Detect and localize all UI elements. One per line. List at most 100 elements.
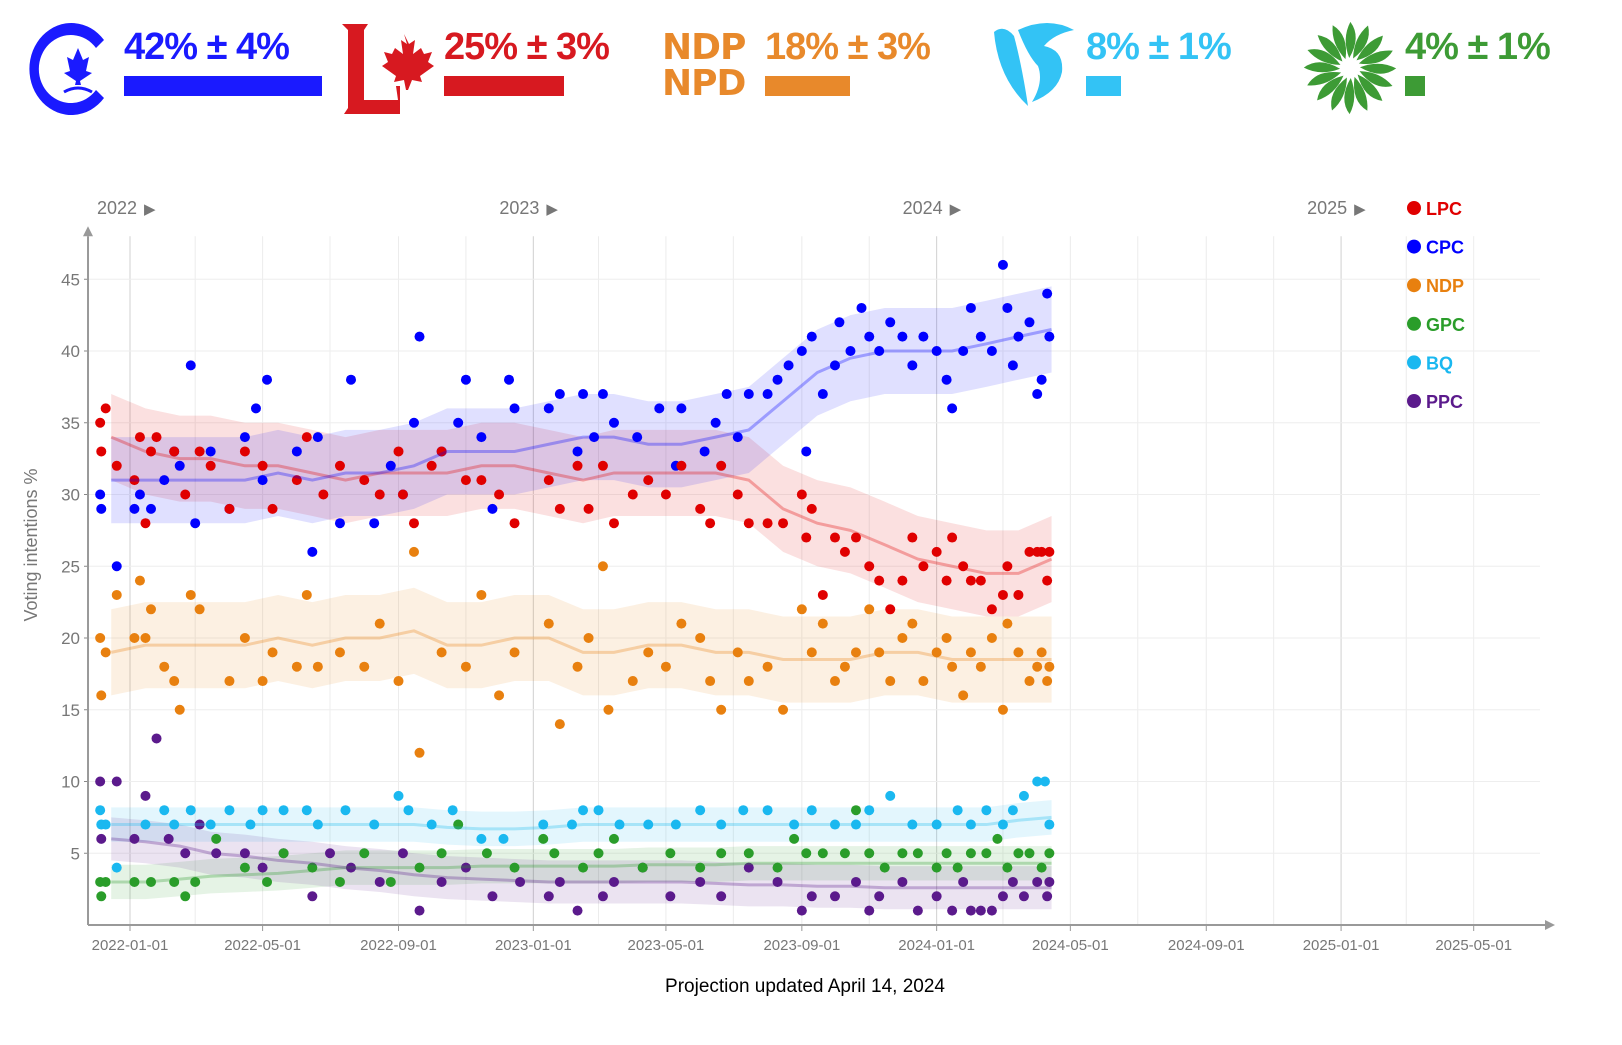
bq-poll-point bbox=[447, 805, 458, 816]
ndp-poll-point bbox=[743, 676, 754, 687]
petal-shape bbox=[1358, 50, 1393, 65]
cpc-poll-point bbox=[885, 317, 896, 328]
ppc-poll-points bbox=[95, 733, 1055, 916]
cpc-poll-point bbox=[476, 432, 487, 443]
gpc-poll-point bbox=[850, 805, 861, 816]
ppc-poll-point bbox=[515, 876, 526, 887]
ppc-poll-point bbox=[211, 848, 222, 859]
y-tick-label: 20 bbox=[61, 629, 80, 648]
lpc-poll-point bbox=[931, 546, 942, 557]
ppc-poll-point bbox=[414, 905, 425, 916]
bq-poll-point bbox=[864, 805, 875, 816]
lpc-poll-point bbox=[408, 518, 419, 529]
cpc-poll-point bbox=[1013, 331, 1024, 342]
ndp-poll-point bbox=[174, 704, 185, 715]
cpc-poll-point bbox=[806, 331, 817, 342]
bq-poll-point bbox=[907, 819, 918, 830]
cpc-poll-point bbox=[975, 331, 986, 342]
ndp-poll-point bbox=[1024, 676, 1035, 687]
cpc-poll-point bbox=[129, 503, 140, 514]
ppc-poll-point bbox=[1042, 891, 1053, 902]
ndp-poll-point bbox=[965, 647, 976, 658]
gpc-poll-point bbox=[538, 833, 549, 844]
y-tick-label: 5 bbox=[71, 844, 80, 863]
x-tick-label: 2022-05-01 bbox=[224, 937, 301, 954]
cpc-share-bar bbox=[124, 76, 322, 96]
gpc-poll-point bbox=[912, 848, 923, 859]
ppc-poll-point bbox=[163, 833, 174, 844]
gpc-poll-point bbox=[1036, 862, 1047, 873]
bq-poll-point bbox=[850, 819, 861, 830]
ppc-poll-point bbox=[180, 848, 191, 859]
ndp-confidence-band bbox=[111, 587, 1052, 703]
gpc-poll-point bbox=[307, 862, 318, 873]
cpc-poll-point bbox=[334, 518, 345, 529]
ndp-poll-point bbox=[941, 633, 952, 643]
ndp-poll-point bbox=[111, 589, 122, 600]
play-arrow-icon: ▶ bbox=[1354, 201, 1366, 218]
cpc-poll-point bbox=[743, 389, 754, 400]
lpc-poll-point bbox=[583, 503, 594, 514]
gpc-poll-point bbox=[941, 848, 952, 859]
lpc-poll-point bbox=[1036, 546, 1047, 557]
lpc-poll-point bbox=[778, 518, 789, 529]
cpc-poll-point bbox=[874, 346, 885, 356]
year-marker-label: 2023 bbox=[499, 198, 539, 218]
bq-poll-point bbox=[538, 819, 549, 830]
legend-marker-cpc bbox=[1407, 239, 1421, 254]
play-arrow-icon: ▶ bbox=[546, 201, 558, 218]
cpc-poll-point bbox=[307, 546, 318, 557]
cpc-poll-point bbox=[654, 403, 665, 414]
cpc-poll-point bbox=[856, 302, 867, 313]
lpc-poll-point bbox=[257, 460, 268, 471]
bq-poll-point bbox=[393, 790, 404, 801]
bq-poll-point bbox=[95, 805, 106, 816]
ndp-poll-point bbox=[393, 676, 404, 687]
x-tick-label: 2024-09-01 bbox=[1168, 937, 1245, 954]
lpc-poll-point bbox=[543, 475, 554, 486]
ppc-poll-point bbox=[543, 891, 554, 902]
ppc-poll-point bbox=[965, 905, 976, 916]
ppc-poll-point bbox=[487, 891, 498, 902]
lpc-poll-point bbox=[958, 561, 969, 572]
x-tick-label: 2023-01-01 bbox=[495, 937, 572, 954]
lpc-trend-line bbox=[110, 435, 1053, 575]
ppc-poll-point bbox=[897, 876, 908, 887]
lpc-poll-point bbox=[96, 446, 107, 457]
cpc-poll-point bbox=[262, 374, 273, 385]
ndp-poll-point bbox=[947, 661, 958, 672]
ndp-logo-icon: NDP NPD bbox=[662, 30, 746, 102]
gpc-poll-point bbox=[145, 876, 156, 887]
bq-poll-point bbox=[159, 805, 170, 816]
ndp-poll-point bbox=[224, 676, 235, 687]
gpc-poll-point bbox=[578, 862, 589, 873]
legend-label-lpc: LPC bbox=[1426, 199, 1462, 219]
ndp-poll-point bbox=[185, 589, 196, 600]
ndp-poll-point bbox=[129, 633, 140, 643]
cpc-poll-point bbox=[845, 346, 856, 356]
ndp-poll-point bbox=[543, 618, 554, 629]
ndp-share-value: 18% ± 3% bbox=[765, 26, 931, 68]
lpc-poll-point bbox=[1002, 561, 1013, 572]
ndp-poll-point bbox=[643, 647, 654, 658]
play-arrow-icon: ▶ bbox=[144, 201, 156, 218]
ndp-poll-point bbox=[169, 676, 180, 687]
bq-poll-point bbox=[997, 819, 1008, 830]
petal-shape bbox=[1317, 35, 1343, 62]
ndp-poll-point bbox=[958, 690, 969, 701]
ppc-poll-point bbox=[460, 862, 471, 873]
gpc-poll-point bbox=[1044, 848, 1055, 859]
cpc-poll-point bbox=[829, 360, 840, 371]
cpc-poll-point bbox=[1042, 288, 1053, 299]
lpc-poll-point bbox=[95, 417, 106, 428]
ppc-poll-point bbox=[129, 833, 140, 844]
cpc-poll-point bbox=[111, 561, 122, 572]
ppc-poll-point bbox=[325, 848, 336, 859]
bq-share-bar bbox=[1086, 76, 1121, 96]
lpc-poll-point bbox=[509, 518, 520, 529]
cpc-poll-point bbox=[772, 374, 783, 385]
cpc-poll-point bbox=[783, 360, 794, 371]
lpc-poll-points bbox=[95, 403, 1055, 615]
y-tick-label: 10 bbox=[61, 773, 80, 792]
ndp-poll-point bbox=[145, 604, 156, 615]
